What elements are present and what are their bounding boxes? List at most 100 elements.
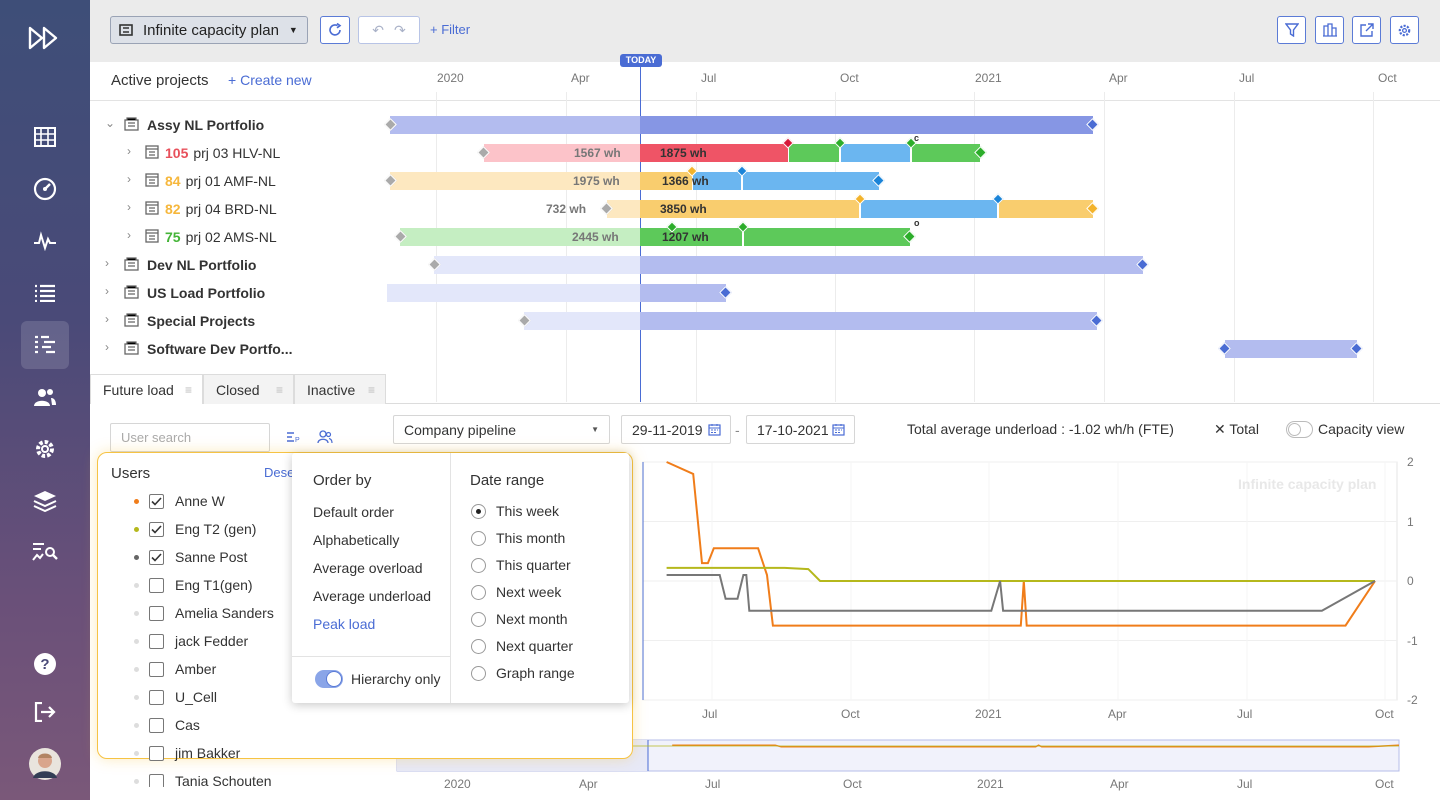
order-option[interactable]: Average underload: [313, 588, 432, 604]
users-icon[interactable]: [21, 373, 69, 421]
task-bar[interactable]: [693, 172, 741, 190]
sort-icon[interactable]: P: [286, 430, 300, 447]
user-name[interactable]: Eng T2 (gen): [175, 521, 257, 537]
create-new-button[interactable]: + Create new: [228, 72, 312, 88]
portfolio-row[interactable]: Dev NL Portfolio: [147, 255, 256, 275]
project-bar[interactable]: [640, 144, 788, 162]
user-name[interactable]: Amelia Sanders: [175, 605, 274, 621]
date-range-radio[interactable]: [471, 558, 486, 573]
date-range-option[interactable]: This quarter: [496, 557, 571, 573]
date-to-input[interactable]: 17-10-2021: [746, 415, 855, 444]
order-option[interactable]: Average overload: [313, 560, 423, 576]
date-range-option[interactable]: Next week: [496, 584, 562, 600]
portfolio-row[interactable]: Assy NL Portfolio: [147, 115, 264, 135]
date-from-input[interactable]: 29-11-2019: [621, 415, 731, 444]
chevron-right-icon[interactable]: ›: [105, 284, 109, 298]
task-bar[interactable]: [789, 144, 839, 162]
portfolio-bar[interactable]: [387, 284, 640, 302]
tab-inactive[interactable]: Inactive ≡: [294, 374, 386, 404]
order-option[interactable]: Peak load: [313, 616, 376, 632]
drag-handle-icon[interactable]: ≡: [275, 382, 283, 397]
gantt-icon[interactable]: [21, 321, 69, 369]
pipeline-select[interactable]: Company pipeline ▼: [393, 415, 610, 444]
user-name[interactable]: jim Bakker: [175, 745, 241, 761]
order-option[interactable]: Default order: [313, 504, 394, 520]
portfolio-bar[interactable]: [640, 312, 1097, 330]
user-name[interactable]: Tania Schouten: [175, 773, 272, 789]
user-checkbox[interactable]: [149, 690, 164, 705]
task-bar[interactable]: [744, 228, 910, 246]
group-users-icon[interactable]: [317, 430, 333, 447]
date-range-option[interactable]: This week: [496, 503, 560, 519]
tab-future-load[interactable]: Future load ≡: [90, 374, 203, 404]
refresh-button[interactable]: [320, 16, 350, 44]
date-range-radio[interactable]: [471, 504, 486, 519]
calendar-icon[interactable]: [832, 423, 845, 436]
project-row[interactable]: 75 prj 02 AMS-NL: [165, 227, 277, 247]
project-bar[interactable]: [640, 228, 742, 246]
project-bar[interactable]: [400, 228, 640, 246]
task-bar[interactable]: [841, 144, 910, 162]
project-bar[interactable]: [640, 200, 859, 218]
avatar[interactable]: [21, 740, 69, 788]
activity-pulse-icon[interactable]: [21, 217, 69, 265]
drag-handle-icon[interactable]: ≡: [367, 382, 375, 397]
user-checkbox[interactable]: [149, 494, 164, 509]
chevron-right-icon[interactable]: ›: [105, 340, 109, 354]
analytics-search-icon[interactable]: [21, 529, 69, 577]
user-checkbox[interactable]: [149, 662, 164, 677]
project-row[interactable]: 82 prj 04 BRD-NL: [165, 199, 277, 219]
user-checkbox[interactable]: [149, 578, 164, 593]
plan-selector[interactable]: Infinite capacity plan ▼: [110, 16, 308, 44]
chevron-right-icon[interactable]: ›: [105, 256, 109, 270]
date-range-option[interactable]: This month: [496, 530, 566, 546]
funnel-filter-button[interactable]: [1277, 16, 1306, 44]
total-toggle[interactable]: ✕ Total: [1214, 421, 1259, 438]
date-range-radio[interactable]: [471, 639, 486, 654]
portfolio-bar[interactable]: [390, 116, 640, 134]
user-checkbox[interactable]: [149, 606, 164, 621]
task-bar[interactable]: [743, 172, 879, 190]
task-bar[interactable]: [912, 144, 980, 162]
user-name[interactable]: Sanne Post: [175, 549, 248, 565]
logout-icon[interactable]: [21, 688, 69, 736]
user-name[interactable]: Anne W: [175, 493, 225, 509]
user-checkbox[interactable]: [149, 746, 164, 761]
user-checkbox[interactable]: [149, 718, 164, 733]
hierarchy-only-toggle[interactable]: [315, 670, 343, 688]
portfolio-bar[interactable]: [1225, 340, 1357, 358]
settings-gear-icon[interactable]: [21, 425, 69, 473]
chevron-right-icon[interactable]: ›: [127, 200, 131, 214]
help-icon[interactable]: ?: [21, 640, 69, 688]
date-range-radio[interactable]: [471, 585, 486, 600]
project-bar[interactable]: [484, 144, 640, 162]
portfolio-bar[interactable]: [434, 256, 640, 274]
capacity-view-toggle[interactable]: [1286, 421, 1313, 438]
list-icon[interactable]: [21, 269, 69, 317]
date-range-option[interactable]: Next month: [496, 611, 568, 627]
chevron-right-icon[interactable]: ›: [127, 144, 131, 158]
portfolio-bar[interactable]: [524, 312, 640, 330]
layers-icon[interactable]: [21, 477, 69, 525]
date-range-radio[interactable]: [471, 666, 486, 681]
portfolio-row[interactable]: Software Dev Portfo...: [147, 339, 292, 359]
project-bar[interactable]: [640, 172, 692, 190]
user-checkbox[interactable]: [149, 550, 164, 565]
columns-button[interactable]: [1315, 16, 1344, 44]
chevron-right-icon[interactable]: ›: [105, 312, 109, 326]
user-name[interactable]: Eng T1(gen): [175, 577, 253, 593]
filter-button[interactable]: + Filter: [430, 22, 470, 37]
logo-icon[interactable]: [21, 14, 69, 62]
task-bar[interactable]: [861, 200, 997, 218]
drag-handle-icon[interactable]: ≡: [184, 382, 192, 397]
portfolio-bar[interactable]: [640, 256, 1143, 274]
dashboard-gauge-icon[interactable]: [21, 165, 69, 213]
user-checkbox[interactable]: [149, 522, 164, 537]
deselect-all-link[interactable]: Dese: [264, 465, 295, 480]
portfolio-bar[interactable]: [640, 116, 1093, 134]
undo-icon[interactable]: ↶: [372, 21, 384, 38]
date-range-radio[interactable]: [471, 531, 486, 546]
calendar-icon[interactable]: [708, 423, 721, 436]
redo-icon[interactable]: ↷: [394, 21, 406, 38]
tab-closed[interactable]: Closed ≡: [203, 374, 294, 404]
